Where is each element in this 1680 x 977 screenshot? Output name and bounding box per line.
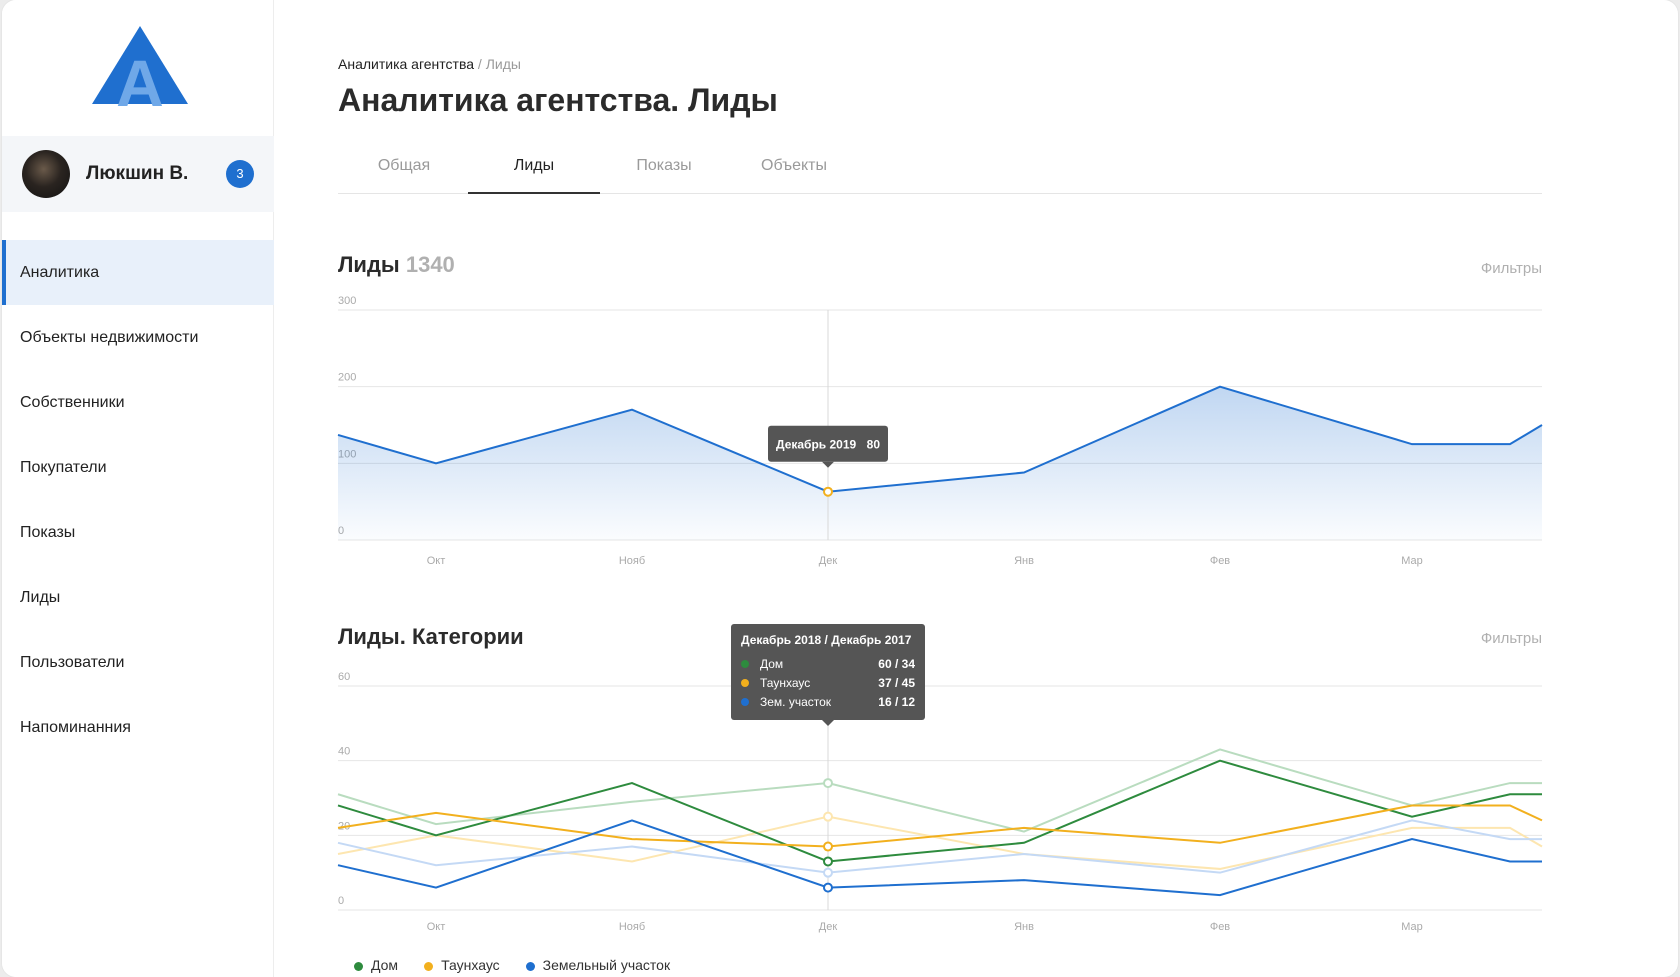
legend-dot xyxy=(354,961,363,971)
legend-item[interactable]: Земельный участок xyxy=(525,957,671,973)
x-tick-label: Янв xyxy=(1014,921,1034,933)
series-line-3 xyxy=(337,748,1542,833)
legend-item[interactable]: Таунхаус xyxy=(424,957,500,973)
legend-item[interactable]: Дом xyxy=(354,957,398,973)
avatar[interactable] xyxy=(22,150,70,198)
leads-chart: 0100200300ОктНоябДекЯнвФевМарДекабрь 201… xyxy=(337,295,1543,567)
brand-logo-letter: A xyxy=(116,46,164,120)
series-point-2[interactable] xyxy=(823,882,833,893)
categories-section-title: Лиды. Категории xyxy=(338,624,524,649)
notification-badge[interactable]: 3 xyxy=(226,160,254,188)
series-point-0[interactable] xyxy=(823,856,833,867)
y-tick-label: 200 xyxy=(338,372,356,384)
leads-line xyxy=(337,385,1543,493)
tooltip-title: Декабрь 2018 / Декабрь 2017 xyxy=(741,633,912,647)
x-tick-label: Мар xyxy=(1401,921,1423,933)
tooltip-row-dot xyxy=(741,698,749,706)
categories-tooltip: Декабрь 2018 / Декабрь 2017 Дом 60 / 34 Тау… xyxy=(731,624,925,726)
tooltip-arrow xyxy=(822,461,834,468)
tooltip-row-dot xyxy=(741,679,749,687)
sidebar: A Люкшин В. 3 Аналитика Объекты недвижимо… xyxy=(2,0,274,977)
x-tick-label: Мар xyxy=(1401,555,1423,567)
tab-0[interactable]: Общая xyxy=(377,157,431,174)
categories-filters-button[interactable]: Фильтры xyxy=(1480,630,1542,647)
chart-legend: Дом Таунхаус Земельный участок xyxy=(354,957,696,973)
sidebar-nav: Аналитика Объекты недвижимости Собственник… xyxy=(2,240,274,760)
tooltip-label: Декабрь 2019 xyxy=(776,438,857,452)
x-tick-label: Фев xyxy=(1210,921,1230,933)
legend-label: Земельный участок xyxy=(542,957,671,973)
sidebar-item-6[interactable]: Пользователи xyxy=(20,654,125,671)
y-tick-label: 0 xyxy=(338,895,344,907)
leads-area xyxy=(338,386,1542,540)
sidebar-item-0[interactable]: Аналитика xyxy=(2,240,274,305)
breadcrumb-current: Лиды xyxy=(485,56,521,72)
sidebar-item-5[interactable]: Лиды xyxy=(20,589,61,606)
tooltip-box xyxy=(768,425,888,462)
x-tick-label: Янв xyxy=(1014,555,1034,567)
sidebar-item-2[interactable]: Собственники xyxy=(20,394,125,411)
breadcrumb-separator: / xyxy=(474,56,486,72)
x-tick-label: Дек xyxy=(819,555,838,567)
series-line-1 xyxy=(337,804,1543,848)
legend-dot xyxy=(424,961,434,971)
user-panel[interactable]: Люкшин В. 3 xyxy=(2,136,274,212)
user-name: Люкшин В. xyxy=(86,163,189,184)
x-tick-label: Окт xyxy=(427,555,446,567)
sidebar-item-1[interactable]: Объекты недвижимости xyxy=(20,329,199,346)
brand-logo[interactable]: A xyxy=(92,26,188,120)
sidebar-item-7[interactable]: Напоминанния xyxy=(20,719,131,736)
tab-bar: Общая Лиды Показы Объекты xyxy=(338,142,1542,194)
y-tick-label: 40 xyxy=(338,746,350,758)
y-tick-label: 300 xyxy=(338,295,356,307)
series-point-4[interactable] xyxy=(823,811,833,822)
x-tick-label: Окт xyxy=(427,921,446,933)
legend-label: Таунхаус xyxy=(441,957,500,973)
tab-1[interactable]: Лиды xyxy=(468,142,600,194)
x-tick-label: Фев xyxy=(1210,555,1230,567)
hover-point[interactable] xyxy=(823,486,833,497)
breadcrumb-parent[interactable]: Аналитика агентства xyxy=(338,56,475,72)
leads-filters-button[interactable]: Фильтры xyxy=(1480,260,1542,277)
tooltip-value: 80 xyxy=(867,438,881,452)
tab-3[interactable]: Объекты xyxy=(761,157,827,174)
x-tick-label: Нояб xyxy=(619,555,645,567)
page-title: Аналитика агентства. Лиды xyxy=(338,82,778,118)
tooltip-arrow xyxy=(822,720,834,726)
legend-dot xyxy=(525,961,535,971)
tooltip-row-dot xyxy=(741,660,749,668)
breadcrumb: Аналитика агентства / Лиды xyxy=(338,56,521,72)
tooltip-row-label: Зем. участок xyxy=(760,695,832,709)
sidebar-item-3[interactable]: Покупатели xyxy=(20,459,107,476)
tooltip-box xyxy=(731,624,925,720)
tooltip-row-value: 60 / 34 xyxy=(878,657,915,671)
sidebar-item-4[interactable]: Показы xyxy=(20,524,76,541)
series-point-3[interactable] xyxy=(823,778,833,789)
legend-label: Дом xyxy=(371,957,399,973)
tooltip-row-label: Дом xyxy=(760,657,783,671)
tooltip-row-label: Таунхаус xyxy=(760,676,810,690)
tooltip-row-value: 37 / 45 xyxy=(878,676,915,690)
series-point-1[interactable] xyxy=(823,841,833,852)
y-tick-label: 60 xyxy=(338,671,350,683)
series-line-0 xyxy=(337,759,1542,863)
tooltip-row-value: 16 / 12 xyxy=(878,695,915,709)
leads-section-title: Лиды 1340 xyxy=(338,252,455,278)
x-tick-label: Нояб xyxy=(619,921,645,933)
series-line-2 xyxy=(337,819,1542,897)
leads-count: 1340 xyxy=(405,252,455,277)
x-tick-label: Дек xyxy=(819,921,838,933)
tab-2[interactable]: Показы xyxy=(636,157,692,174)
series-point-5[interactable] xyxy=(823,867,833,878)
leads-tooltip: Декабрь 2019 80 xyxy=(768,425,888,468)
series-line-5 xyxy=(337,819,1542,874)
leads-title: Лиды xyxy=(338,252,400,277)
